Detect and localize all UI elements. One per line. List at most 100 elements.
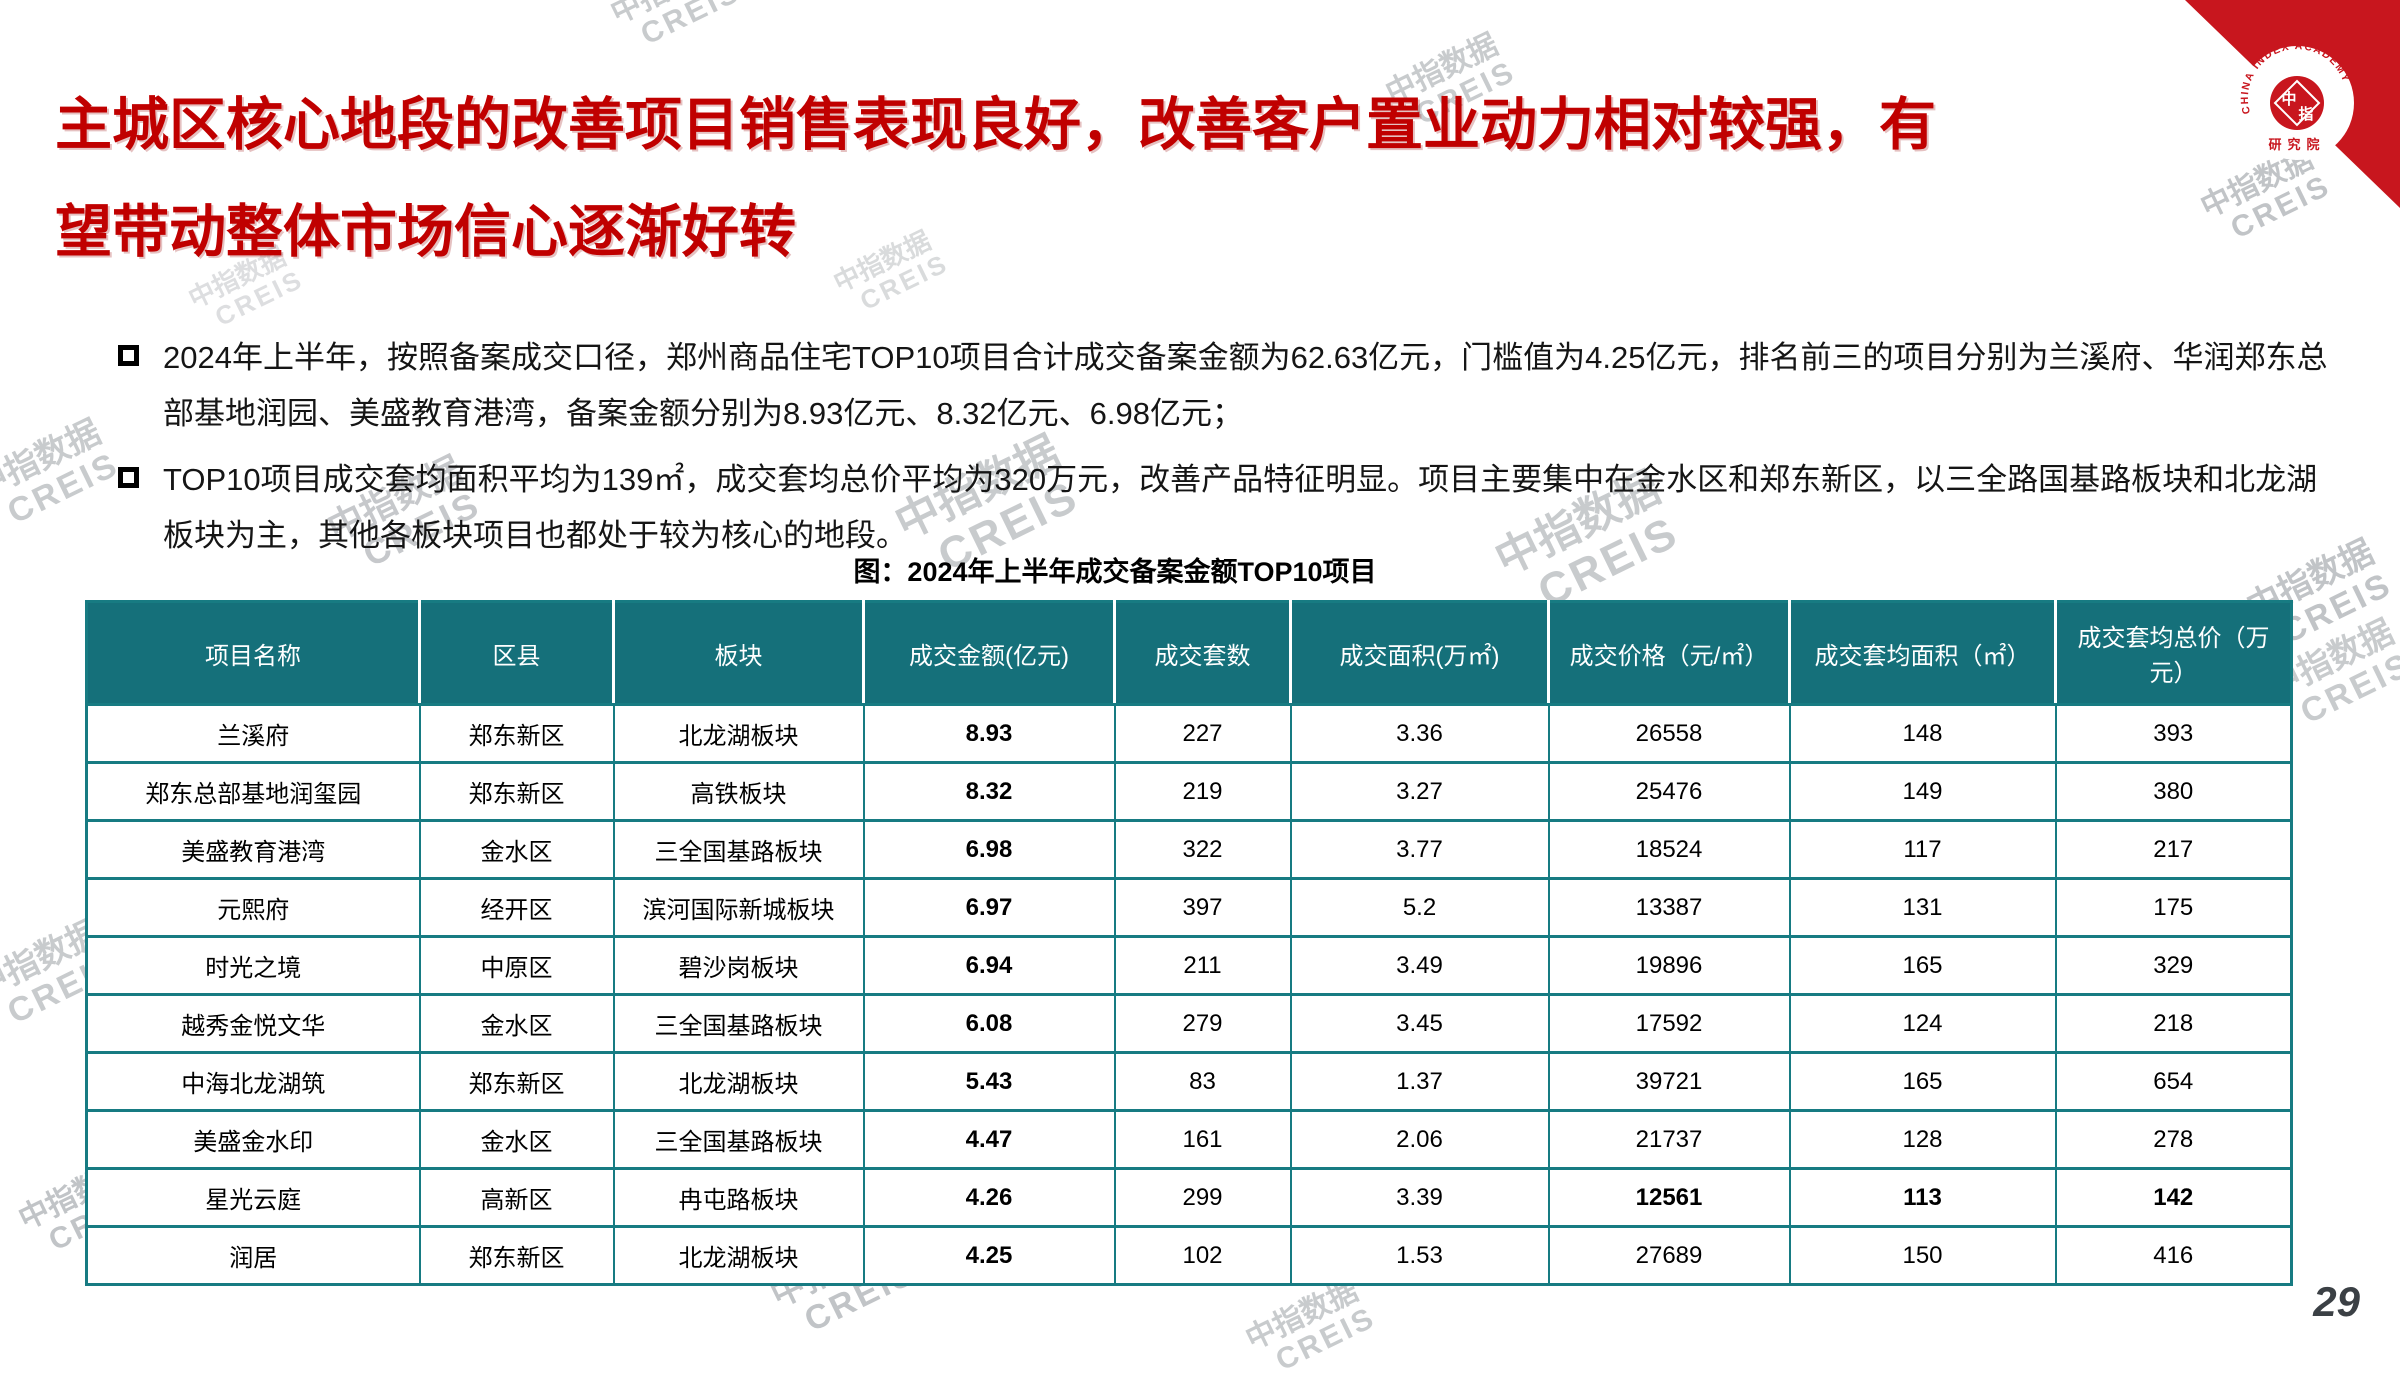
column-header: 项目名称 xyxy=(86,601,421,706)
table-cell: 5.43 xyxy=(862,1051,1116,1112)
table-cell: 26558 xyxy=(1547,703,1791,764)
table-cell: 三全国基路板块 xyxy=(612,1109,865,1170)
watermark-text-zh: 中指数据 xyxy=(606,0,728,30)
table-row: 中海北龙湖筑 郑东新区 北龙湖板块 5.43 83 1.37 39721 165 654 xyxy=(85,1051,2293,1112)
table-cell: 6.97 xyxy=(862,877,1116,938)
table-row: 兰溪府 郑东新区 北龙湖板块 8.93 227 3.36 26558 148 393 xyxy=(85,703,2293,764)
table-cell: 654 xyxy=(2054,1051,2293,1112)
table-cell: 3.27 xyxy=(1289,761,1550,822)
table-cell: 102 xyxy=(1113,1225,1292,1286)
slide-title-line2: 望带动整体市场信心逐渐好转 xyxy=(55,200,796,264)
table-cell: 19896 xyxy=(1547,935,1791,996)
table-cell: 郑东新区 xyxy=(418,703,615,764)
table-cell: 131 xyxy=(1788,877,2057,938)
seal-diamond-icon xyxy=(2273,79,2321,127)
watermark-text-en: CREIS xyxy=(2274,564,2399,652)
table-body: 兰溪府 郑东新区 北龙湖板块 8.93 227 3.36 26558 148 393 郑东总部基地… xyxy=(85,703,2293,1286)
table-cell: 217 xyxy=(2054,819,2293,880)
column-header: 成交套数 xyxy=(1114,601,1292,706)
column-header: 区县 xyxy=(419,601,615,706)
table-cell: 中原区 xyxy=(418,935,615,996)
table-row: 时光之境 中原区 碧沙岗板块 6.94 211 3.49 19896 165 329 xyxy=(85,935,2293,996)
watermark-text-en: CREIS xyxy=(1270,1301,1382,1378)
table-cell: 元熙府 xyxy=(85,877,421,938)
table-cell: 2.06 xyxy=(1289,1109,1550,1170)
table-cell: 4.26 xyxy=(862,1167,1116,1228)
table-cell: 金水区 xyxy=(418,819,615,880)
table-row: 星光云庭 高新区 冉屯路板块 4.26 299 3.39 12561 113 142 xyxy=(85,1167,2293,1228)
table-cell: 金水区 xyxy=(418,993,615,1054)
china-index-academy-logo: CHINA INDEX ACADEMY 中 指 研究院 xyxy=(2160,0,2400,230)
table-cell: 高新区 xyxy=(418,1167,615,1228)
table-cell: 83 xyxy=(1113,1051,1292,1112)
table-cell: 175 xyxy=(2054,877,2293,938)
table-cell: 北龙湖板块 xyxy=(612,1051,865,1112)
hollow-square-bullet-icon xyxy=(118,467,139,488)
page-number: 29 xyxy=(2313,1278,2360,1325)
table-cell: 5.2 xyxy=(1289,877,1550,938)
table-cell: 149 xyxy=(1788,761,2057,822)
table-cell: 北龙湖板块 xyxy=(612,1225,865,1286)
table-cell: 165 xyxy=(1788,935,2057,996)
table-cell: 227 xyxy=(1113,703,1292,764)
seal-inner-disc xyxy=(2270,76,2324,130)
table-cell: 经开区 xyxy=(418,877,615,938)
table-cell: 278 xyxy=(2054,1109,2293,1170)
table-cell: 161 xyxy=(1113,1109,1292,1170)
bullet-item: 2024年上半年，按照备案成交口径，郑州商品住宅TOP10项目合计成交备案金额为… xyxy=(118,330,2336,442)
table-cell: 郑东新区 xyxy=(418,761,615,822)
table-row: 越秀金悦文华 金水区 三全国基路板块 6.08 279 3.45 17592 124 218 xyxy=(85,993,2293,1054)
table-caption: 图：2024年上半年成交备案金额TOP10项目 xyxy=(853,557,1377,587)
column-header: 成交金额(亿元) xyxy=(863,601,1116,706)
watermark-text-en: CREIS xyxy=(635,0,747,52)
table-row: 郑东总部基地润玺园 郑东新区 高铁板块 8.32 219 3.27 25476 149 380 xyxy=(85,761,2293,822)
table-cell: 113 xyxy=(1788,1167,2057,1228)
table-cell: 6.94 xyxy=(862,935,1116,996)
table-cell: 美盛金水印 xyxy=(85,1109,421,1170)
table-cell: 1.53 xyxy=(1289,1225,1550,1286)
table-cell: 3.36 xyxy=(1289,703,1550,764)
table-cell: 郑东总部基地润玺园 xyxy=(85,761,421,822)
table-cell: 219 xyxy=(1113,761,1292,822)
table-cell: 3.45 xyxy=(1289,993,1550,1054)
table-cell: 393 xyxy=(2054,703,2293,764)
table-cell: 117 xyxy=(1788,819,2057,880)
table-cell: 142 xyxy=(2054,1167,2293,1228)
table-cell: 润居 xyxy=(85,1225,421,1286)
table-cell: 北龙湖板块 xyxy=(612,703,865,764)
table-cell: 越秀金悦文华 xyxy=(85,993,421,1054)
table-cell: 3.49 xyxy=(1289,935,1550,996)
table-cell: 滨河国际新城板块 xyxy=(612,877,865,938)
top10-projects-table-container: 项目名称 区县 板块 成交金额(亿元) 成交套数 成交面积(万㎡) 成交价格（元/㎡） 成交套… xyxy=(85,600,2293,1286)
table-cell: 21737 xyxy=(1547,1109,1791,1170)
table-cell: 128 xyxy=(1788,1109,2057,1170)
table-cell: 27689 xyxy=(1547,1225,1791,1286)
table-cell: 397 xyxy=(1113,877,1292,938)
table-row: 美盛金水印 金水区 三全国基路板块 4.47 161 2.06 21737 128 278 xyxy=(85,1109,2293,1170)
table-cell: 279 xyxy=(1113,993,1292,1054)
table-cell: 1.37 xyxy=(1289,1051,1550,1112)
table-cell: 8.32 xyxy=(862,761,1116,822)
table-cell: 380 xyxy=(2054,761,2293,822)
watermark-text-zh: 中指数据 xyxy=(1240,1274,1364,1357)
table-cell: 兰溪府 xyxy=(85,703,421,764)
table-cell: 三全国基路板块 xyxy=(612,819,865,880)
table-header: 项目名称 区县 板块 成交金额(亿元) 成交套数 成交面积(万㎡) 成交价格（元/㎡） 成交套… xyxy=(86,601,2292,706)
table-cell: 39721 xyxy=(1547,1051,1791,1112)
table-cell: 150 xyxy=(1788,1225,2057,1286)
table-cell: 12561 xyxy=(1547,1167,1791,1228)
watermark-text-en: CREIS xyxy=(1,444,126,532)
table-row: 美盛教育港湾 金水区 三全国基路板块 6.98 322 3.77 18524 117 217 xyxy=(85,819,2293,880)
slide-title-line1: 主城区核心地段的改善项目销售表现良好，改善客户置业动力相对较强，有 xyxy=(55,93,1936,157)
table-cell: 时光之境 xyxy=(85,935,421,996)
table-row: 元熙府 经开区 滨河国际新城板块 6.97 397 5.2 13387 131 175 xyxy=(85,877,2293,938)
table-cell: 6.08 xyxy=(862,993,1116,1054)
bullet-item: TOP10项目成交套均面积平均为139㎡，成交套均总价平均为320万元，改善产品… xyxy=(118,452,2336,564)
table-cell: 美盛教育港湾 xyxy=(85,819,421,880)
table-header-row: 项目名称 区县 板块 成交金额(亿元) 成交套数 成交面积(万㎡) 成交价格（元/㎡） 成交套… xyxy=(86,601,2292,706)
top10-projects-table: 项目名称 区县 板块 成交金额(亿元) 成交套数 成交面积(万㎡) 成交价格（元/㎡） 成交套… xyxy=(85,600,2293,1286)
table-cell: 124 xyxy=(1788,993,2057,1054)
